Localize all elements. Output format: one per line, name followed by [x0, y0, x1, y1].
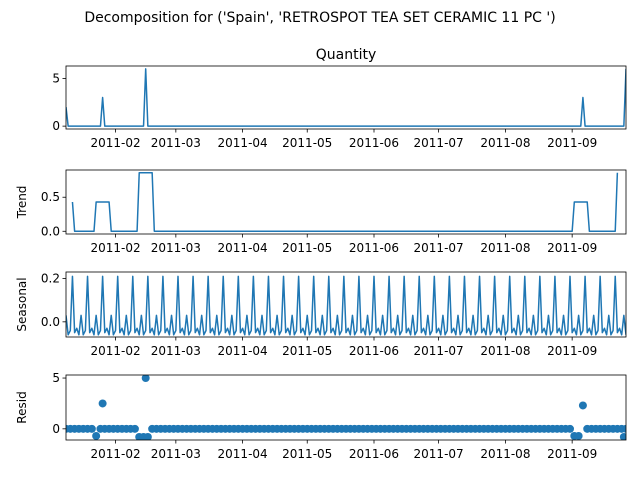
trend-xtick-label: 2011-03	[151, 241, 201, 255]
resid-ytick-label: 0	[52, 422, 60, 436]
resid-xtick-label: 2011-04	[218, 447, 268, 461]
trend-xtick-label: 2011-06	[349, 241, 399, 255]
resid-point	[622, 424, 626, 433]
quantity-title: Quantity	[316, 47, 377, 63]
trend-ylabel: Trend	[15, 186, 29, 220]
quantity-ytick-label: 5	[52, 71, 60, 85]
resid-xtick-label: 2011-03	[151, 447, 201, 461]
resid-xtick-label: 2011-09	[547, 447, 597, 461]
quantity-series-line	[66, 68, 626, 127]
resid-axes-frame	[65, 374, 627, 441]
quantity-xtick-label: 2011-08	[480, 136, 530, 150]
trend-xtick-label: 2011-09	[547, 241, 597, 255]
trend-axes-frame	[65, 169, 627, 235]
seasonal-series-line	[66, 275, 626, 336]
resid-ytick-label: 5	[52, 371, 60, 385]
trend-xtick-label: 2011-05	[282, 241, 332, 255]
resid-xtick-label: 2011-08	[480, 447, 530, 461]
seasonal-xtick-label: 2011-06	[349, 344, 399, 358]
resid-point	[619, 432, 626, 440]
seasonal-xtick-label: 2011-02	[90, 344, 140, 358]
resid-point	[574, 431, 583, 440]
resid-xtick-label: 2011-07	[414, 447, 464, 461]
quantity-ytick-label: 0	[52, 119, 60, 133]
resid-point	[92, 431, 101, 440]
seasonal-xtick-label: 2011-08	[480, 344, 530, 358]
trend-series-line	[71, 171, 619, 233]
seasonal-xtick-label: 2011-09	[547, 344, 597, 358]
trend-data	[71, 171, 619, 233]
resid-xtick-label: 2011-05	[282, 447, 332, 461]
quantity-xtick-label: 2011-03	[151, 136, 201, 150]
seasonal-xtick-label: 2011-03	[151, 344, 201, 358]
trend-ytick-label: 0.0	[41, 224, 60, 238]
resid-point	[87, 424, 96, 433]
seasonal-xtick-label: 2011-04	[218, 344, 268, 358]
quantity-axes-frame	[65, 65, 627, 130]
resid-point	[566, 424, 574, 433]
trend-xtick-label: 2011-02	[90, 241, 140, 255]
seasonal-ylabel: Seasonal	[15, 277, 29, 331]
resid-xtick-label: 2011-06	[349, 447, 399, 461]
seasonal-xtick-label: 2011-05	[282, 344, 332, 358]
trend-xtick-label: 2011-07	[414, 241, 464, 255]
seasonal-data	[66, 275, 626, 336]
resid-point	[578, 401, 587, 410]
figure-suptitle: Decomposition for ('Spain', 'RETROSPOT T…	[84, 10, 555, 26]
quantity-data	[66, 68, 626, 127]
seasonal-ytick-label: 0.2	[41, 272, 60, 286]
resid-panel: 0 5 2011-02 2011-03 2011-04 2011-05 2011-06 201…	[15, 371, 627, 461]
seasonal-panel: 0.0 0.2 2011-02 2011-03 2011-04 2011-05 2011-0…	[15, 271, 627, 358]
resid-data	[66, 375, 626, 440]
resid-ylabel: Resid	[15, 391, 29, 423]
quantity-xtick-label: 2011-02	[90, 136, 140, 150]
resid-point	[141, 375, 150, 383]
quantity-xtick-label: 2011-04	[218, 136, 268, 150]
seasonal-xtick-label: 2011-07	[414, 344, 464, 358]
resid-point	[98, 399, 107, 408]
quantity-xtick-label: 2011-09	[547, 136, 597, 150]
quantity-xtick-label: 2011-06	[349, 136, 399, 150]
quantity-panel: 0 5 2011-02 2011-03 2011-04 2011-05 2011-06 201…	[52, 47, 627, 150]
decomposition-panels: 0 5 2011-02 2011-03 2011-04 2011-05 2011-06 201…	[15, 47, 627, 461]
resid-xtick-label: 2011-02	[90, 447, 140, 461]
trend-xtick-label: 2011-08	[480, 241, 530, 255]
quantity-xtick-label: 2011-07	[414, 136, 464, 150]
resid-point	[143, 432, 152, 440]
trend-panel: 0.0 0.5 2011-02 2011-03 2011-04 2011-05 2011-0…	[15, 169, 627, 255]
quantity-xtick-label: 2011-05	[282, 136, 332, 150]
trend-xtick-label: 2011-04	[218, 241, 268, 255]
resid-point	[130, 424, 139, 433]
seasonal-axes-frame	[65, 271, 627, 338]
seasonal-ytick-label: 0.0	[41, 315, 60, 329]
trend-ytick-label: 0.5	[41, 190, 60, 204]
